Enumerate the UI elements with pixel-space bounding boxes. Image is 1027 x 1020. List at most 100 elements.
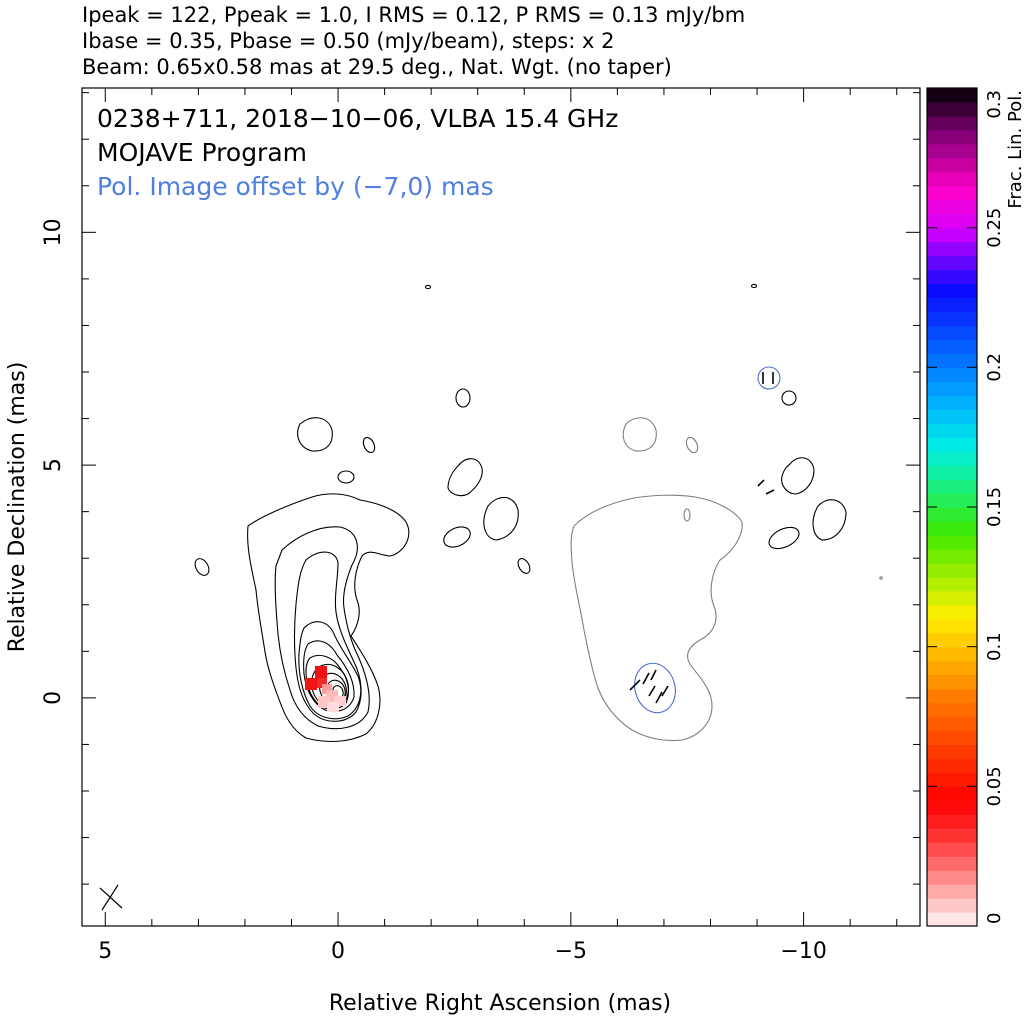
beam-marker [99,884,123,911]
contour-knot-east [194,558,210,576]
x-tick-label: −5 [555,939,587,964]
colorbar-band [927,213,977,229]
evpa-vector [661,685,669,697]
colorbar-band [927,576,977,592]
colorbar-band [927,185,977,201]
evpa-vector [765,489,775,495]
fractional-pol-contours [634,366,781,714]
colorbar-band [927,702,977,718]
colorbar-band [927,395,977,410]
colorbar-tick-label: 0.05 [984,766,1005,806]
contour-level-1 [247,493,410,743]
colorbar-band [927,898,977,913]
x-axis-label: Relative Right Ascension (mas) [329,991,671,1016]
colorbar-band [927,772,977,787]
colorbar-tick-label: 0.25 [984,208,1005,248]
colorbar-band [927,241,977,257]
evpa-vector [629,679,641,691]
x-tick-label: 5 [98,939,112,964]
contour-level-5 [303,640,355,713]
colorbar-band [927,870,977,885]
header-line-1: Ipeak = 122, Ppeak = 1.0, I RMS = 0.12, … [82,3,746,27]
colorbar-band [927,744,977,759]
x-tick-label: −10 [780,939,826,964]
evpa-vectors [629,372,775,704]
contour-knot-mid-b [447,458,483,497]
x-tick-label: 0 [331,939,345,964]
colorbar-band [927,800,977,815]
colorbar-band [927,507,977,522]
colorbar-band [927,88,977,103]
colorbar-band [927,255,977,271]
axis-ticks [82,88,920,926]
colorbar-tick-label: 0.1 [984,632,1005,661]
contour-level-3 [293,551,362,722]
colorbar-band [927,493,977,508]
colorbar-label: Frac. Lin. Pol. [1005,90,1026,209]
colorbar-band [927,269,977,285]
contour-knot-far-north [424,284,432,290]
colorbar-band [927,115,977,131]
plot-frame [81,87,921,927]
colorbar-band [927,534,977,550]
colorbar-band [927,590,977,606]
contour-knot-small-a [362,436,376,454]
contour-knot-offset-a [781,390,797,406]
polarized-intensity-contours [570,417,883,742]
colorbar-tick-label: 0.15 [984,487,1005,527]
pol-contour-knot-d [879,576,883,580]
colorbar-band [927,618,977,634]
stokes-i-contours [194,283,847,743]
colorbar-band [927,129,977,145]
colorbar-band [927,311,977,327]
contour-knot-offset-d [768,526,800,550]
colorbar-band [927,646,977,662]
colorbar-tick-label: 0.2 [984,353,1005,382]
colorbar-tick-label: 0 [984,913,1005,924]
colorbar-band [927,283,977,299]
colorbar-band [927,520,977,536]
colorbar-band [927,884,977,899]
contour-knot-offset-c [812,499,847,541]
colorbar-band [927,143,977,159]
colorbar-band [927,297,977,313]
colorbar-band [927,716,977,732]
contour-knot-mid-a [455,388,471,408]
colorbar-band [927,758,977,773]
header-line-3: Beam: 0.65x0.58 mas at 29.5 deg., Nat. W… [82,55,672,79]
contour-knot-mid-e [517,558,531,574]
evpa-vector [642,672,650,685]
colorbar-band [927,660,977,676]
colorbar-band [927,856,977,871]
contour-knot-mid-d [443,526,471,548]
contour-knot-offset-b [781,457,815,495]
colorbar-band [927,101,977,117]
colorbar-band [927,842,977,857]
colorbar-band [927,730,977,746]
colorbar-band [927,604,977,620]
colorbar-band [927,199,977,215]
colorbar-band [927,814,977,829]
contour-knot-offset-e [750,283,758,289]
colorbar-band [927,912,977,927]
program-title: MOJAVE Program [97,138,307,167]
contour-level-2 [274,526,370,730]
axis-tick-labels: 5 0 −5 −10 0 5 10 [41,218,827,964]
colorbar-band [927,367,977,382]
colorbar-ticks: 0 0.05 0.1 0.15 0.2 0.25 0.3 [927,87,1005,927]
colorbar-band [927,786,977,801]
colorbar-band [927,437,977,452]
evpa-vector [757,479,765,487]
colorbar-band [927,157,977,173]
colorbar-band [927,353,977,368]
colorbar-band [927,423,977,438]
y-axis-label: Relative Declination (mas) [5,362,30,653]
y-tick-label: 0 [41,691,66,705]
header-line-2: Ibase = 0.35, Pbase = 0.50 (mJy/beam), s… [82,29,615,53]
colorbar-band [927,562,977,578]
colorbar-band [927,688,977,704]
colorbar-band [927,548,977,564]
colorbar-band [927,632,977,648]
pol-contour-main [570,494,743,742]
